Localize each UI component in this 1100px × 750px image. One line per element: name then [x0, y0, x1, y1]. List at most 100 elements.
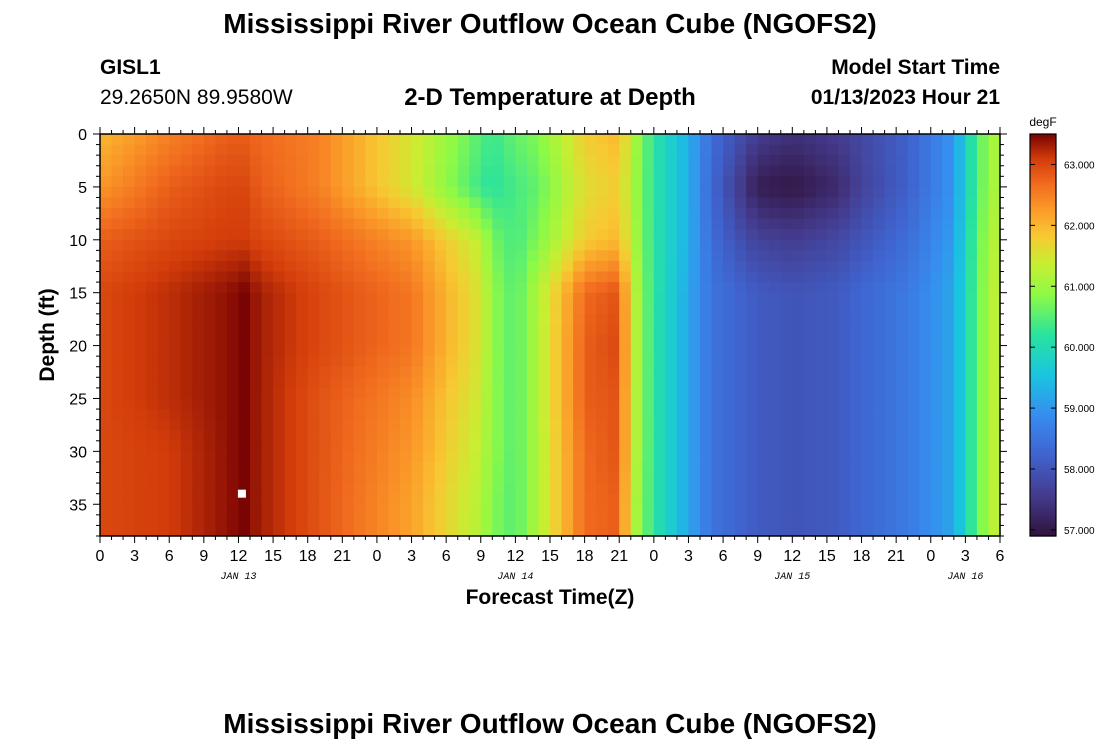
- heatmap-cell: [123, 356, 136, 368]
- x-axis-label: Forecast Time(Z): [466, 586, 635, 609]
- heatmap-cell: [596, 504, 609, 516]
- heatmap-cell: [457, 398, 470, 410]
- heatmap-cell: [457, 134, 470, 146]
- heatmap-cell: [826, 366, 840, 378]
- heatmap-cell: [376, 229, 390, 241]
- heatmap-cell: [100, 134, 113, 146]
- heatmap-cell: [353, 483, 366, 495]
- heatmap-cell: [180, 356, 193, 368]
- heatmap-cell: [607, 377, 620, 389]
- heatmap-cell: [676, 356, 690, 368]
- heatmap-cell: [919, 461, 932, 474]
- heatmap-cell: [930, 398, 943, 410]
- heatmap-cell: [400, 366, 413, 378]
- heatmap-cell: [723, 155, 736, 167]
- heatmap-cell: [596, 377, 609, 389]
- heatmap-cell: [226, 398, 240, 410]
- heatmap-cell: [400, 271, 413, 283]
- heatmap-cell: [296, 165, 309, 177]
- heatmap-cell: [676, 186, 690, 199]
- colorbar-swatch: [1030, 357, 1056, 360]
- heatmap-cell: [757, 345, 770, 357]
- heatmap-cell: [515, 419, 528, 431]
- heatmap-cell: [792, 525, 805, 536]
- heatmap-cell: [400, 504, 413, 516]
- heatmap-cell: [780, 493, 793, 505]
- heatmap-cell: [434, 387, 447, 400]
- heatmap-cell: [203, 525, 216, 536]
- heatmap-cell: [365, 398, 378, 410]
- heatmap-cell: [803, 472, 816, 484]
- heatmap-cell: [550, 366, 563, 378]
- heatmap-cell: [873, 292, 886, 304]
- heatmap-cell: [711, 493, 724, 505]
- heatmap-cell: [619, 176, 632, 188]
- heatmap-cell: [492, 504, 505, 516]
- colorbar-unit: degF: [1029, 115, 1056, 129]
- heatmap-cell: [538, 504, 551, 516]
- heatmap-cell: [123, 186, 136, 199]
- heatmap-cell: [711, 134, 724, 146]
- colorbar-swatch: [1030, 182, 1056, 185]
- heatmap-cell: [884, 218, 897, 230]
- heatmap-cell: [850, 186, 863, 199]
- heatmap-cell: [434, 165, 447, 177]
- heatmap-cell: [792, 387, 805, 400]
- heatmap-cell: [884, 483, 897, 495]
- heatmap-cell: [515, 218, 528, 230]
- heatmap-cell: [803, 514, 816, 527]
- station-coordinates: 29.2650N 89.9580W: [100, 86, 293, 109]
- heatmap-cell: [538, 335, 551, 347]
- heatmap-cell: [342, 377, 355, 389]
- heatmap-cell: [307, 366, 320, 378]
- heatmap-cell: [526, 461, 540, 474]
- heatmap-cell: [619, 483, 632, 495]
- heatmap-cell: [273, 208, 286, 220]
- heatmap-cell: [342, 229, 355, 241]
- heatmap-cell: [757, 229, 770, 241]
- heatmap-cell: [803, 282, 816, 294]
- heatmap-cell: [215, 282, 228, 294]
- heatmap-cell: [630, 356, 643, 368]
- heatmap-cell: [157, 303, 170, 315]
- heatmap-cell: [838, 483, 851, 495]
- heatmap-cell: [688, 472, 701, 484]
- heatmap-cell: [434, 409, 447, 421]
- y-tick-label: 25: [69, 391, 87, 408]
- heatmap-cell: [515, 208, 528, 220]
- heatmap-cell: [861, 197, 874, 209]
- heatmap-cell: [434, 472, 447, 484]
- colorbar-swatch: [1030, 355, 1056, 358]
- heatmap-cell: [203, 398, 216, 410]
- heatmap-cell: [157, 345, 170, 357]
- heatmap-cell: [850, 282, 863, 294]
- heatmap-cell: [284, 260, 297, 273]
- heatmap-cell: [700, 387, 713, 400]
- heatmap-cell: [238, 250, 251, 262]
- heatmap-cell: [330, 313, 343, 326]
- heatmap-cell: [261, 440, 274, 452]
- heatmap-cell: [561, 419, 574, 431]
- heatmap-cell: [907, 134, 920, 146]
- heatmap-cell: [411, 144, 424, 156]
- heatmap-cell: [192, 271, 205, 283]
- heatmap-cell: [319, 134, 332, 146]
- heatmap-cell: [596, 155, 609, 167]
- heatmap-cell: [238, 144, 251, 156]
- heatmap-cell: [238, 377, 251, 389]
- colorbar-swatch: [1030, 343, 1056, 346]
- heatmap-cell: [965, 260, 978, 273]
- colorbar-swatch: [1030, 473, 1056, 477]
- heatmap-cell: [134, 483, 147, 495]
- heatmap-cell: [607, 472, 620, 484]
- heatmap-cell: [226, 366, 240, 378]
- heatmap-cell: [630, 303, 643, 315]
- heatmap-cell: [746, 440, 759, 452]
- heatmap-cell: [769, 260, 782, 273]
- heatmap-cell: [238, 335, 251, 347]
- heatmap-cell: [815, 239, 828, 251]
- heatmap-cell: [469, 229, 482, 241]
- heatmap-cell: [826, 514, 840, 527]
- heatmap-cell: [319, 313, 332, 326]
- heatmap-cell: [284, 483, 297, 495]
